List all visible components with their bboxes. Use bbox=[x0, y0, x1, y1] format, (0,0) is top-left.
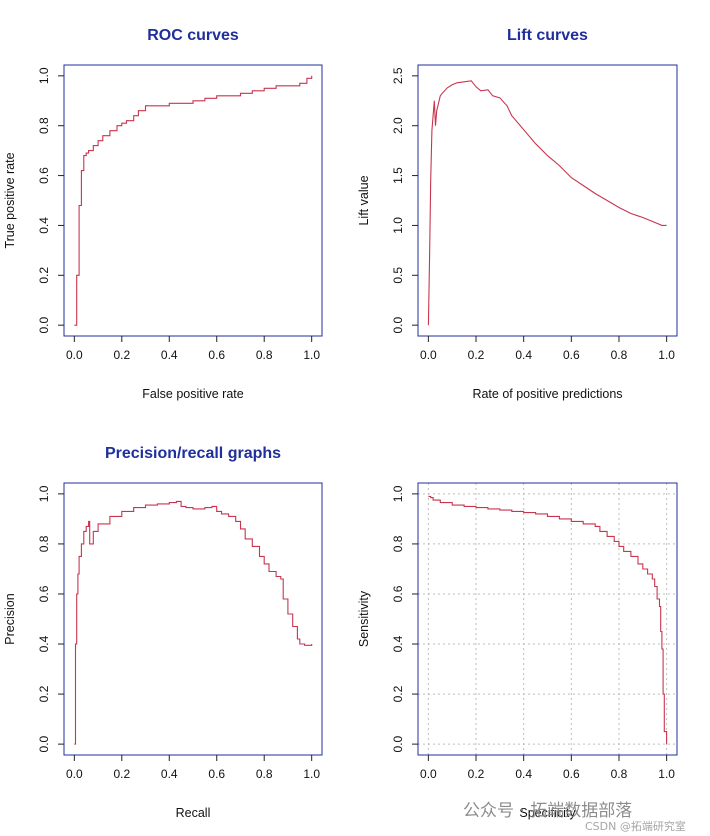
x-tick-label: 0.8 bbox=[611, 348, 628, 362]
y-tick-label: 1.0 bbox=[391, 217, 405, 234]
x-tick-label: 0.8 bbox=[256, 348, 273, 362]
x-tick-label: 0.0 bbox=[66, 767, 83, 781]
x-axis-label: Recall bbox=[176, 806, 211, 820]
chart-title: Precision/recall graphs bbox=[105, 445, 281, 462]
y-axis-label: Lift value bbox=[357, 175, 371, 225]
y-tick-label: 2.5 bbox=[391, 67, 405, 84]
x-tick-label: 1.0 bbox=[658, 348, 675, 362]
y-tick-label: 0.5 bbox=[391, 267, 405, 284]
panel-lift: 0.0 0.2 0.4 0.6 0.8 1.0 0.0 0.5 1.0 1.5 2.0 2.5 Lift… bbox=[357, 27, 678, 401]
y-tick-label: 0.8 bbox=[37, 117, 51, 134]
y-tick-label: 1.0 bbox=[37, 67, 51, 84]
x-tick-label: 0.2 bbox=[468, 767, 485, 781]
x-tick-label: 0.4 bbox=[161, 767, 178, 781]
y-tick-label: 1.0 bbox=[37, 485, 51, 502]
y-tick-label: 1.5 bbox=[391, 167, 405, 184]
series-line-sens bbox=[428, 495, 668, 745]
series-line-pr bbox=[74, 500, 313, 745]
chart-title: ROC curves bbox=[147, 27, 239, 44]
x-tick-label: 1.0 bbox=[658, 767, 675, 781]
watermark-brand: 公众号 · 拓端数据部落 bbox=[463, 801, 633, 821]
plot-frame-roc bbox=[63, 64, 323, 337]
x-tick-label: 0.6 bbox=[563, 348, 580, 362]
y-tick-label: 0.0 bbox=[37, 316, 51, 333]
x-tick-label: 0.4 bbox=[515, 348, 532, 362]
x-tick-label: 0.6 bbox=[563, 767, 580, 781]
x-tick-label: 0.0 bbox=[420, 767, 437, 781]
y-tick-label: 0.2 bbox=[37, 685, 51, 702]
panel-pr: 0.0 0.2 0.4 0.6 0.8 1.0 0.0 0.2 0.4 0.6 0.8 1.0 Prec… bbox=[3, 445, 323, 820]
y-axis-label: Precision bbox=[3, 593, 17, 644]
x-tick-label: 0.6 bbox=[208, 767, 225, 781]
y-tick-label: 0.2 bbox=[391, 685, 405, 702]
y-tick-label: 1.0 bbox=[391, 485, 405, 502]
y-axis-label: Sensitivity bbox=[357, 590, 371, 647]
y-tick-label: 0.4 bbox=[391, 635, 405, 652]
y-tick-label: 0.6 bbox=[37, 167, 51, 184]
panel-sens: 0.0 0.2 0.4 0.6 0.8 1.0 0.0 0.2 0.4 0.6 0.8 1.0 Spec… bbox=[357, 482, 678, 820]
x-axis-label: False positive rate bbox=[142, 387, 243, 401]
x-tick-label: 0.8 bbox=[611, 767, 628, 781]
y-tick-label: 0.0 bbox=[391, 316, 405, 333]
plot-frame-sens bbox=[417, 482, 678, 756]
x-tick-label: 0.2 bbox=[113, 767, 130, 781]
x-tick-label: 0.2 bbox=[113, 348, 130, 362]
y-tick-label: 0.0 bbox=[37, 735, 51, 752]
y-tick-label: 0.6 bbox=[37, 585, 51, 602]
series-line-roc bbox=[74, 75, 313, 326]
x-tick-label: 0.2 bbox=[468, 348, 485, 362]
y-axis-label: True positive rate bbox=[3, 152, 17, 248]
series-line-lift bbox=[427, 80, 667, 326]
x-tick-label: 0.8 bbox=[256, 767, 273, 781]
x-tick-label: 1.0 bbox=[303, 767, 320, 781]
x-tick-label: 0.0 bbox=[66, 348, 83, 362]
watermark-credit: CSDN @拓端研究室 bbox=[585, 820, 686, 833]
y-tick-label: 2.0 bbox=[391, 117, 405, 134]
plot-frame-pr bbox=[63, 482, 323, 756]
x-tick-label: 0.4 bbox=[515, 767, 532, 781]
x-tick-label: 0.0 bbox=[420, 348, 437, 362]
y-tick-label: 0.6 bbox=[391, 585, 405, 602]
x-axis-label: Rate of positive predictions bbox=[472, 387, 622, 401]
chart-title: Lift curves bbox=[507, 27, 588, 44]
panel-roc: 0.0 0.2 0.4 0.6 0.8 1.0 0.0 0.2 0.4 0.6 0.8 1.0 ROC … bbox=[3, 27, 323, 401]
x-tick-label: 0.4 bbox=[161, 348, 178, 362]
y-tick-label: 0.2 bbox=[37, 267, 51, 284]
y-tick-label: 0.0 bbox=[391, 735, 405, 752]
x-tick-label: 0.6 bbox=[208, 348, 225, 362]
plot-frame-lift bbox=[417, 64, 678, 337]
y-tick-label: 0.4 bbox=[37, 217, 51, 234]
x-tick-label: 1.0 bbox=[303, 348, 320, 362]
y-tick-label: 0.8 bbox=[391, 535, 405, 552]
y-tick-label: 0.8 bbox=[37, 535, 51, 552]
x-axis-label: Specificity bbox=[519, 806, 576, 820]
y-tick-label: 0.4 bbox=[37, 635, 51, 652]
